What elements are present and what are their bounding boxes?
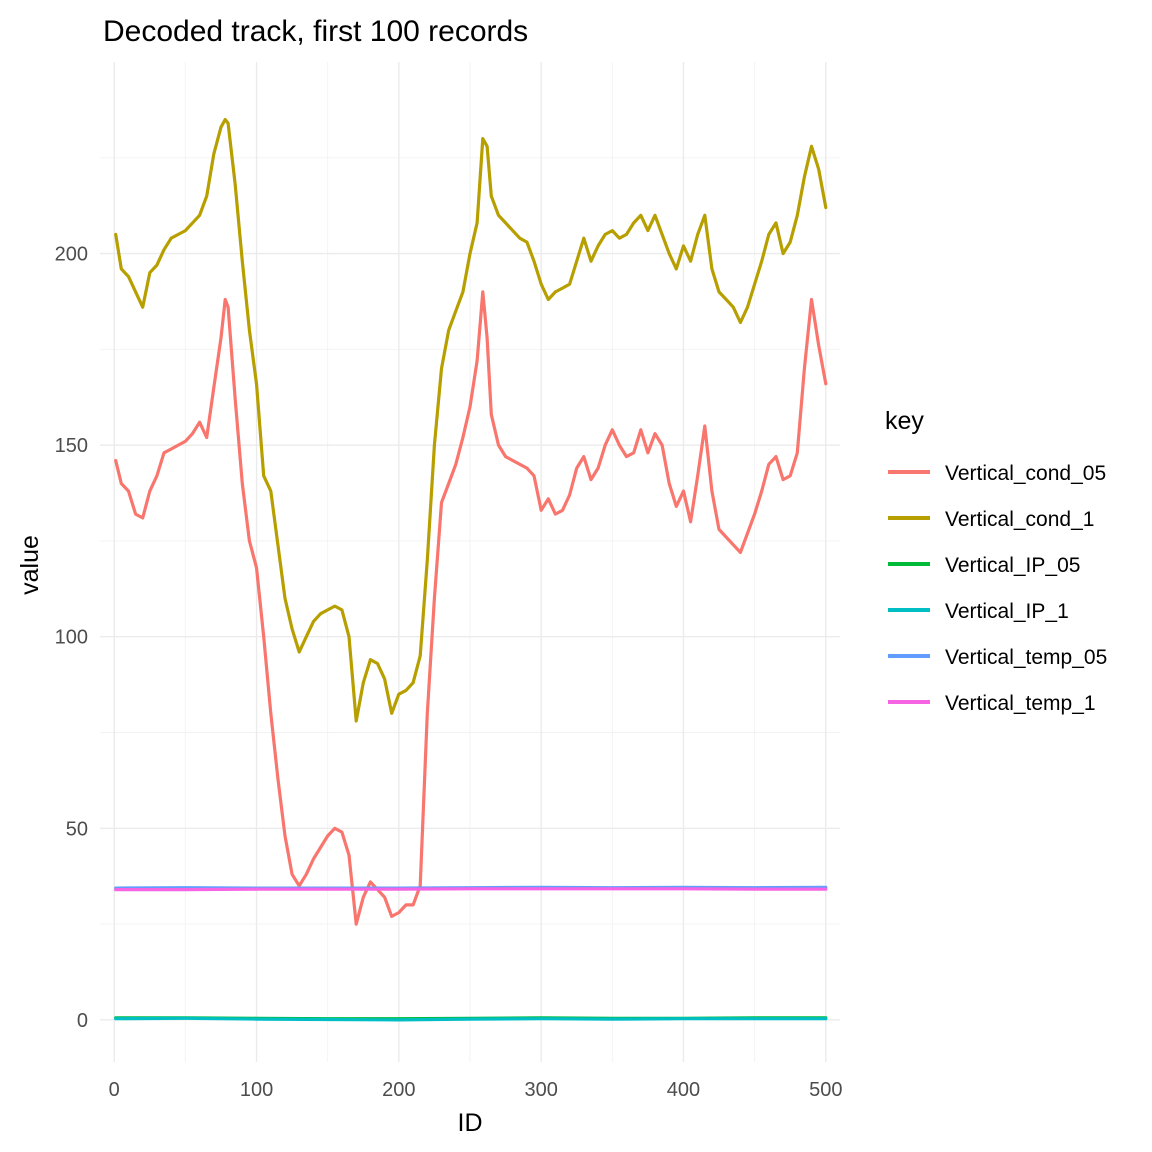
legend-label-Vertical_IP_05: Vertical_IP_05 bbox=[945, 554, 1080, 577]
x-tick-label: 400 bbox=[667, 1079, 700, 1101]
legend-label-Vertical_cond_05: Vertical_cond_05 bbox=[945, 462, 1106, 485]
legend: key Vertical_cond_05 Vertical_cond_1 Verti… bbox=[885, 407, 1107, 715]
chart-title: Decoded track, first 100 records bbox=[103, 15, 528, 48]
y-tick-label: 200 bbox=[55, 244, 88, 266]
y-axis-ticks: 0 50 100 150 200 bbox=[55, 244, 88, 1032]
grid bbox=[100, 62, 840, 1062]
x-tick-label: 0 bbox=[109, 1079, 120, 1101]
series-line-Vertical_temp_1 bbox=[114, 887, 828, 892]
series-line-Vertical_cond_1 bbox=[114, 117, 828, 723]
y-tick-label: 100 bbox=[55, 627, 88, 649]
x-tick-label: 500 bbox=[809, 1079, 842, 1101]
legend-label-Vertical_temp_1: Vertical_temp_1 bbox=[945, 692, 1096, 715]
x-tick-label: 200 bbox=[382, 1079, 415, 1101]
x-axis-title: ID bbox=[458, 1109, 483, 1137]
series-line-Vertical_IP_1 bbox=[114, 1016, 828, 1022]
x-tick-label: 100 bbox=[240, 1079, 273, 1101]
legend-label-Vertical_cond_1: Vertical_cond_1 bbox=[945, 508, 1094, 531]
series-line-Vertical_cond_05 bbox=[114, 290, 828, 926]
x-tick-label: 300 bbox=[524, 1079, 557, 1101]
legend-label-Vertical_temp_05: Vertical_temp_05 bbox=[945, 646, 1107, 669]
legend-label-Vertical_IP_1: Vertical_IP_1 bbox=[945, 600, 1069, 623]
y-tick-label: 150 bbox=[55, 435, 88, 457]
x-axis-ticks: 0 100 200 300 400 500 bbox=[109, 1079, 843, 1101]
legend-title: key bbox=[885, 407, 924, 435]
y-axis-title: value bbox=[16, 535, 44, 595]
series-layer bbox=[114, 117, 828, 1022]
y-tick-label: 50 bbox=[66, 818, 88, 840]
y-tick-label: 0 bbox=[77, 1010, 88, 1032]
